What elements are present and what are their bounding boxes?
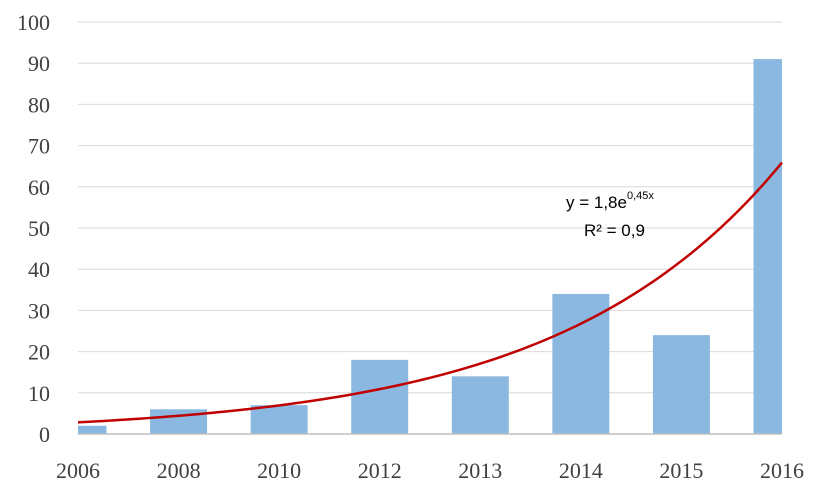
y-tick-label: 80	[28, 92, 50, 117]
x-tick-label: 2006	[56, 458, 100, 483]
bar	[652, 335, 710, 434]
y-tick-label: 60	[28, 175, 50, 200]
x-tick-label: 2012	[358, 458, 402, 483]
y-tick-label: 100	[17, 10, 50, 35]
bar	[250, 405, 308, 434]
bar	[78, 425, 107, 434]
gridlines	[78, 21, 782, 394]
x-tick-label: 2015	[659, 458, 703, 483]
x-tick-label: 2013	[458, 458, 502, 483]
bar	[351, 359, 409, 434]
y-tick-label: 70	[28, 134, 50, 159]
bar	[451, 376, 509, 434]
y-tick-label: 30	[28, 298, 50, 323]
bar	[753, 59, 782, 435]
bar	[552, 293, 610, 434]
y-tick-label: 90	[28, 51, 50, 76]
trendline-equation: y = 1,8e0,45x	[566, 190, 654, 212]
x-tick-label: 2010	[257, 458, 301, 483]
x-tick-label: 2008	[157, 458, 201, 483]
y-axis-ticks: 0 10 20 30 40 50 60 70 80 90 100	[17, 10, 50, 447]
y-tick-label: 40	[28, 257, 50, 282]
x-tick-label: 2014	[559, 458, 603, 483]
trendline	[77, 161, 783, 424]
x-axis-ticks: 2006 2008 2010 2012 2013 2014 2015 2016	[56, 458, 804, 483]
y-tick-label: 0	[39, 422, 50, 447]
trendline-r-squared: R² = 0,9	[584, 221, 645, 240]
y-tick-label: 20	[28, 340, 50, 365]
x-tick-label: 2016	[760, 458, 804, 483]
y-tick-label: 10	[28, 381, 50, 406]
y-tick-label: 50	[28, 216, 50, 241]
